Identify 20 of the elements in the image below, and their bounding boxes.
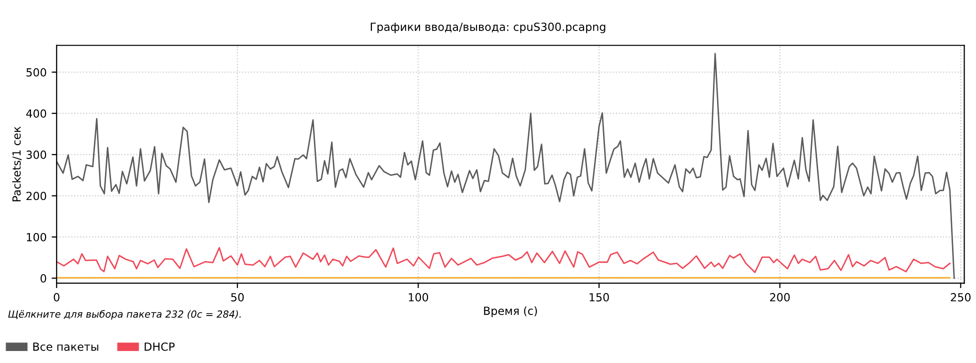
x-tick-label: 200 [770, 293, 790, 302]
y-tick-label: 0 [40, 274, 46, 283]
y-axis-title: Packets/1 сек [12, 126, 22, 202]
line-series [56, 52, 955, 279]
y-tick-label: 400 [26, 109, 46, 118]
y-tick-label: 500 [26, 68, 46, 77]
x-axis-title: Время (с) [484, 306, 537, 318]
y-tick-label: 300 [26, 150, 46, 159]
x-tick-label: 100 [408, 293, 428, 302]
x-tick-label: 0 [54, 293, 60, 302]
x-tick-label: 250 [950, 293, 971, 302]
legend-label: Все пакеты [33, 342, 98, 351]
text: Щёлкните для выбора пакета 232 (0с = 284). [8, 310, 241, 320]
y-tick-label: 100 [26, 232, 46, 242]
line-series [56, 247, 951, 274]
x-tick-label: 50 [231, 293, 244, 302]
x-tick-label: 150 [590, 293, 609, 302]
y-tick-label: 200 [26, 192, 46, 200]
legend-label: DHCP [144, 342, 175, 351]
chart-title: Графики ввода/вывода: cpuS300.pcapng [370, 22, 606, 34]
